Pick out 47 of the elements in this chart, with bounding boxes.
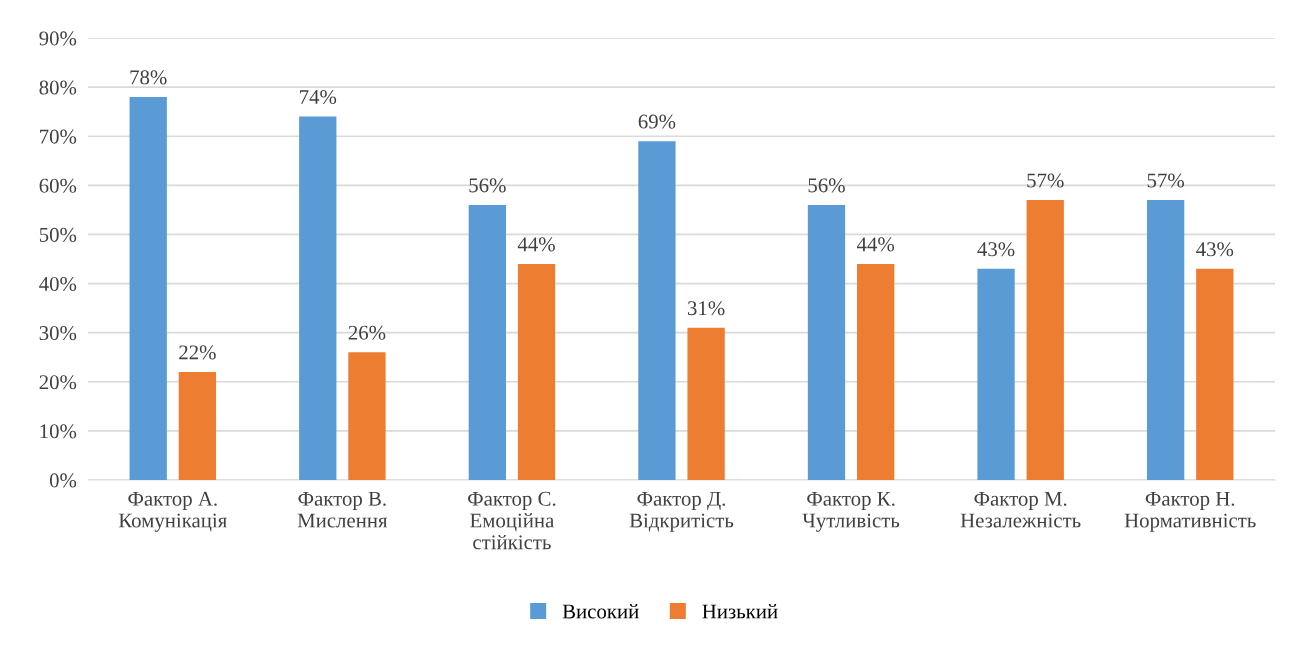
bar bbox=[517, 263, 556, 480]
x-tick-label: Фактор А. Комунікація bbox=[118, 491, 227, 532]
bar bbox=[1196, 268, 1234, 480]
y-tick-label: 0% bbox=[49, 473, 77, 488]
data-label: 57% bbox=[1147, 173, 1185, 188]
data-label: 31% bbox=[687, 301, 725, 316]
y-tick-label: 90% bbox=[39, 31, 77, 46]
data-label: 74% bbox=[300, 89, 337, 105]
data-label: 22% bbox=[179, 345, 216, 360]
y-tick-label: 80% bbox=[39, 80, 77, 95]
bar bbox=[1146, 200, 1185, 480]
y-tick-label: 70% bbox=[40, 129, 77, 144]
y-tick-label: 10% bbox=[40, 424, 77, 439]
bar bbox=[1026, 200, 1064, 480]
data-label: 78% bbox=[130, 70, 167, 85]
legend-label: Низький bbox=[702, 604, 778, 619]
x-tick-label: Фактор Н. Нормативність bbox=[1124, 491, 1256, 532]
data-label: 56% bbox=[469, 178, 506, 193]
bar bbox=[178, 371, 217, 480]
data-label: 57% bbox=[1027, 173, 1064, 188]
bar bbox=[129, 96, 167, 480]
x-tick-label: Фактор В. Мислення bbox=[297, 491, 388, 528]
bar bbox=[468, 204, 506, 480]
y-tick-label: 60% bbox=[39, 178, 77, 193]
y-tick-label: 50% bbox=[39, 227, 77, 242]
x-tick-label: Фактор С. Емоційна стійкість bbox=[468, 491, 556, 550]
y-tick-label: 40% bbox=[39, 276, 77, 292]
bar bbox=[638, 141, 676, 480]
data-label: 43% bbox=[1196, 242, 1234, 257]
bar bbox=[348, 352, 386, 480]
bar bbox=[807, 204, 846, 480]
legend-label: Високий bbox=[562, 604, 639, 619]
x-tick-label: Фактор М. Незалежність bbox=[960, 491, 1081, 528]
y-tick-label: 30% bbox=[39, 326, 77, 341]
bar bbox=[687, 327, 725, 480]
y-tick-label: 20% bbox=[39, 375, 77, 390]
data-label: 26% bbox=[348, 325, 386, 340]
data-label: 56% bbox=[808, 178, 845, 193]
bar bbox=[977, 268, 1015, 480]
data-label: 43% bbox=[977, 242, 1015, 257]
x-tick-label: Фактор К. Чутливість bbox=[802, 491, 900, 532]
x-tick-label: Фактор Д. Відкритість bbox=[629, 491, 734, 532]
data-label: 44% bbox=[517, 237, 555, 252]
data-label: 44% bbox=[856, 237, 895, 252]
bar bbox=[299, 116, 337, 480]
data-label: 69% bbox=[638, 114, 676, 129]
bar bbox=[857, 263, 895, 480]
